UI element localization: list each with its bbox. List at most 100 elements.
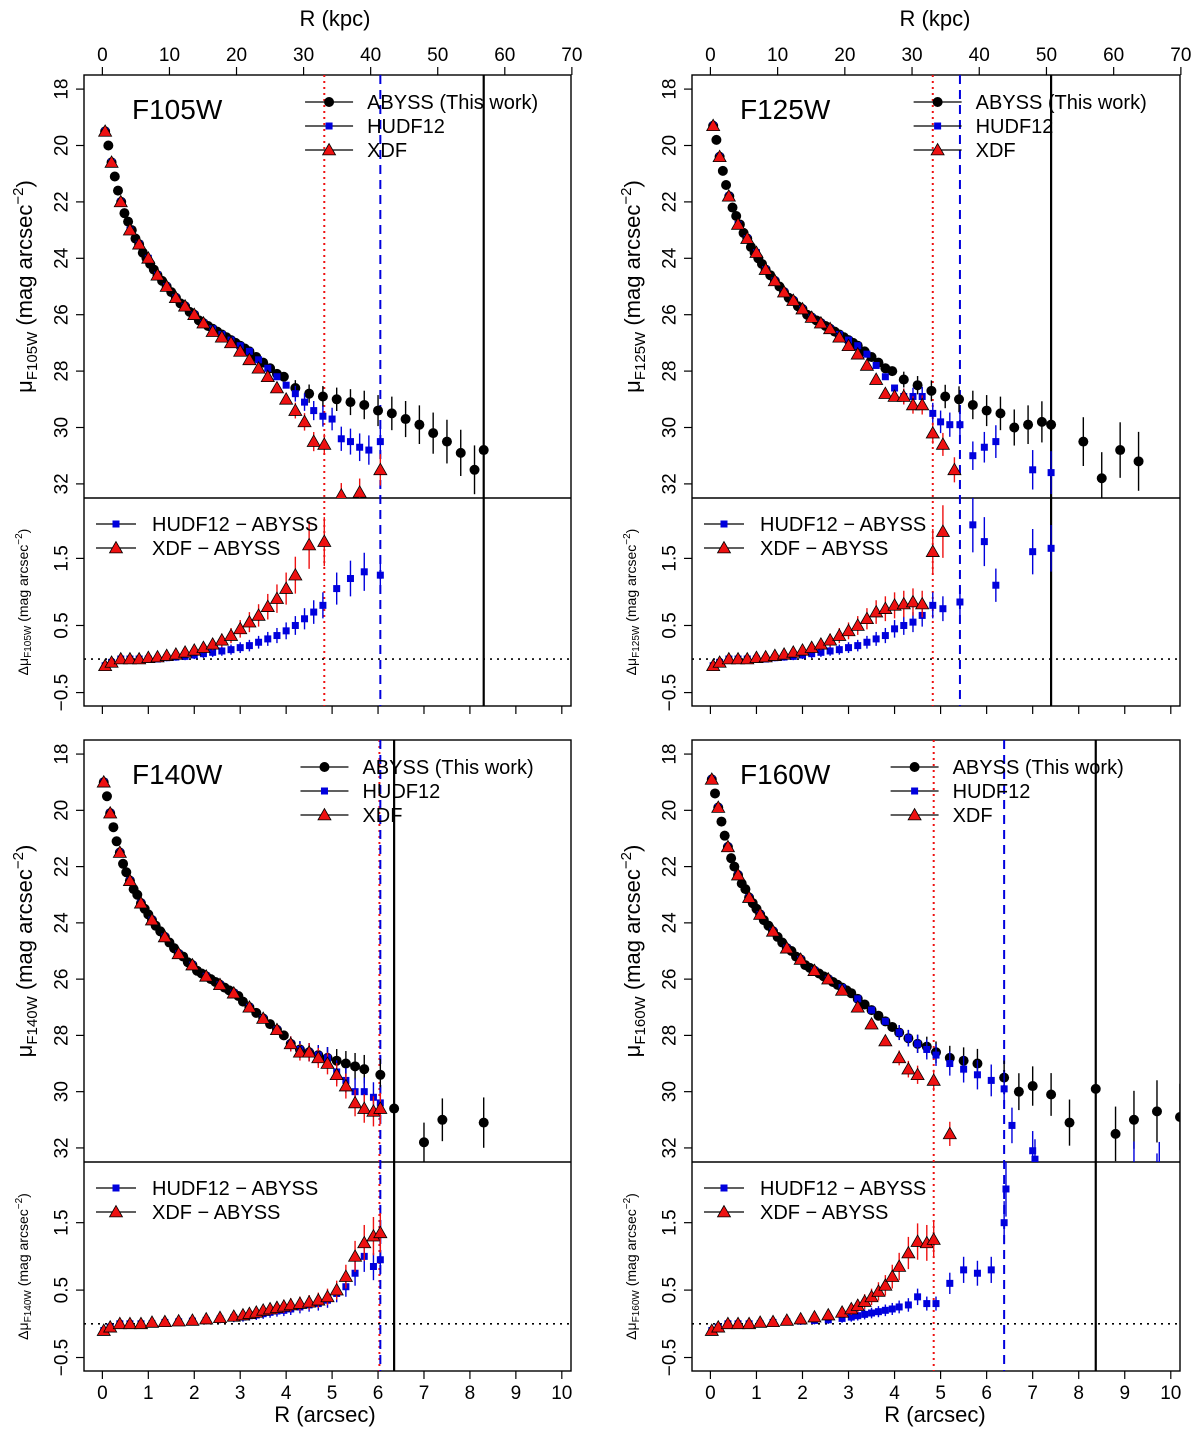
data-point — [196, 640, 211, 653]
data-point — [887, 366, 898, 377]
x-tick-label: 2 — [797, 1383, 808, 1404]
data-point — [1090, 1083, 1101, 1094]
data-point — [1130, 1167, 1137, 1174]
data-point — [946, 421, 954, 429]
data-point — [104, 655, 119, 668]
data-point — [956, 421, 964, 429]
y-tick-label: 18 — [660, 743, 681, 764]
data-point — [1175, 1111, 1180, 1122]
data-point — [171, 1313, 186, 1327]
ylabel-subscript: F105W — [24, 331, 41, 380]
data-point — [1133, 456, 1144, 467]
data-point — [720, 1316, 736, 1330]
data-point — [981, 405, 992, 416]
data-point — [752, 1315, 768, 1328]
data-point — [813, 315, 829, 329]
upper-y-axis-label: μF105W (mag arcsec−2) — [10, 180, 41, 393]
data-point — [264, 364, 272, 372]
data-point — [960, 1266, 968, 1274]
dy-tick-label: −0.5 — [660, 1339, 681, 1377]
series-abyss-this-work- — [708, 120, 1144, 498]
data-point — [795, 301, 810, 315]
dylabel-exponent: −2 — [622, 1197, 633, 1209]
data-point — [301, 398, 309, 406]
data-point — [878, 1278, 893, 1291]
data-point — [1151, 1106, 1162, 1117]
series-xdf — [96, 774, 388, 1127]
data-point — [895, 1029, 903, 1037]
data-point — [878, 601, 893, 614]
data-point — [360, 568, 368, 576]
data-point — [291, 621, 299, 629]
data-point — [891, 625, 899, 633]
data-point — [749, 245, 764, 258]
data-point — [1064, 1117, 1075, 1128]
data-point — [269, 591, 285, 604]
data-point — [278, 371, 289, 382]
legend-marker — [720, 520, 728, 528]
panel-frame — [691, 739, 1181, 1372]
data-point — [1128, 1114, 1139, 1125]
data-point — [469, 464, 480, 475]
data-point — [859, 358, 875, 371]
data-point — [102, 1319, 118, 1333]
data-point — [1096, 473, 1107, 484]
data-point — [227, 646, 235, 654]
data-point — [455, 447, 466, 458]
ylabel-exponent: −2 — [10, 852, 27, 869]
data-point — [712, 149, 727, 163]
x-tick-label: 9 — [511, 1383, 522, 1404]
series-xdf-abyss — [704, 1220, 941, 1336]
panel-f140w: 0 1 2 3 4 5 6 7 8 9 101820222426283032−0.50.51.5μF… — [10, 739, 572, 1404]
data-point — [817, 648, 825, 656]
data-point — [878, 386, 893, 399]
data-point — [863, 638, 871, 646]
legend-marker — [325, 122, 333, 130]
data-point — [861, 1310, 869, 1318]
data-point — [351, 1269, 359, 1277]
ylabel-subscript: F160W — [632, 995, 649, 1044]
data-point — [360, 1088, 368, 1096]
kpc-tick-label: 70 — [561, 45, 582, 66]
legend-marker — [716, 540, 732, 554]
data-point — [260, 369, 275, 383]
kpc-tick-label: 20 — [226, 45, 247, 66]
dy-tick-label: 0.5 — [52, 612, 73, 638]
y-tick-label: 24 — [52, 247, 73, 269]
dy-tick-label: 1.5 — [52, 545, 73, 571]
kpc-tick-label: 60 — [494, 45, 515, 66]
data-point — [233, 621, 248, 635]
dylabel-unit: (mag arcsec — [15, 1209, 31, 1290]
x-tick-label: 3 — [843, 1383, 854, 1404]
data-point — [935, 437, 951, 450]
data-point — [720, 839, 736, 853]
data-point — [373, 1225, 388, 1239]
data-point — [926, 1232, 941, 1245]
data-point — [721, 651, 737, 665]
dy-tick-label: 0.5 — [660, 612, 681, 638]
dy-tick-label: −0.5 — [52, 674, 73, 712]
data-point — [896, 389, 911, 402]
x-tick-label: 4 — [889, 1383, 900, 1404]
upper-y-axis-label: μF160W (mag arcsec−2) — [618, 845, 649, 1058]
data-point — [376, 438, 384, 446]
data-point — [133, 895, 149, 909]
data-point — [740, 884, 751, 895]
data-point — [359, 1064, 370, 1075]
data-point — [863, 350, 871, 358]
data-point — [96, 774, 111, 788]
data-point — [904, 1034, 912, 1042]
data-point — [223, 335, 239, 349]
data-point — [283, 1036, 298, 1050]
data-point — [157, 1314, 173, 1328]
data-point — [914, 596, 930, 610]
data-point — [859, 611, 875, 625]
data-point — [804, 640, 819, 653]
data-point — [992, 438, 1000, 446]
data-point — [209, 648, 217, 656]
data-point — [338, 1078, 354, 1092]
data-point — [740, 231, 755, 244]
data-point — [1031, 1155, 1039, 1162]
ylabel-symbol: μ — [620, 1045, 645, 1058]
data-point — [242, 614, 257, 628]
